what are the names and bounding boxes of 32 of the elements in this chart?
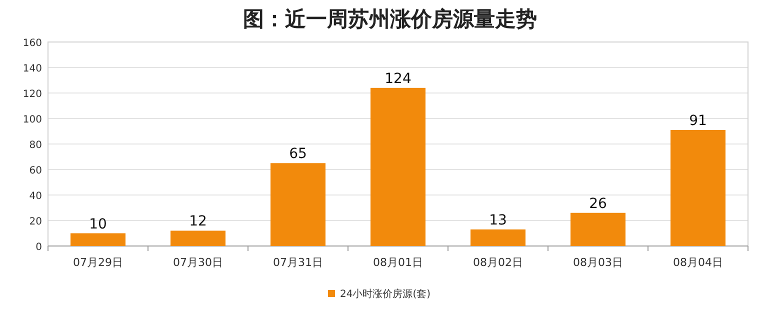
bar [670,130,726,246]
y-tick-label: 0 [36,242,42,253]
x-tick-label: 08月01日 [373,256,423,269]
legend-label: 24小时涨价房源(套) [340,288,431,300]
bar [170,230,226,246]
y-tick-label: 160 [22,38,42,49]
bar [70,233,126,246]
y-tick-label: 140 [22,64,42,74]
y-tick-label: 100 [22,114,42,126]
bar [470,229,526,246]
y-tick-label: 20 [29,216,42,228]
data-label: 12 [189,214,207,230]
chart-title: 图：近一周苏州涨价房源量走势 [243,7,537,31]
y-tick-label: 80 [29,140,42,151]
x-tick-label: 08月04日 [673,256,723,269]
data-label: 10 [89,216,107,232]
bar [570,212,626,246]
bar [270,163,326,246]
y-tick-label: 40 [29,191,42,202]
x-tick-label: 08月02日 [473,256,523,269]
x-tick-label: 07月30日 [173,256,223,269]
bar [370,88,426,246]
data-label: 91 [689,112,707,129]
data-label: 65 [289,146,307,162]
data-label: 13 [489,212,507,228]
x-tick-label: 08月03日 [573,256,623,269]
y-tick-label: 60 [29,166,42,176]
y-tick-label: 120 [22,89,42,100]
data-label: 26 [589,196,607,212]
x-tick-label: 07月31日 [273,256,323,269]
data-label: 124 [384,70,412,87]
x-tick-label: 07月29日 [73,256,123,269]
